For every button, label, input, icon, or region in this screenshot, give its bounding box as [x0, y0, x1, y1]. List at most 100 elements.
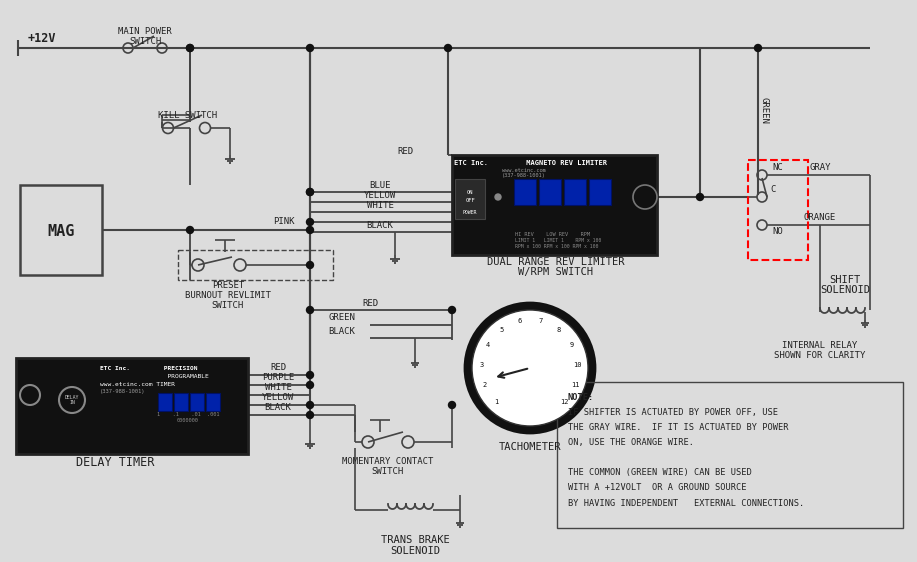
Text: 2: 2	[483, 382, 487, 388]
Text: YELLOW: YELLOW	[262, 393, 294, 402]
Text: BLACK: BLACK	[265, 404, 292, 413]
Text: PURPLE: PURPLE	[262, 374, 294, 383]
Text: RPM x 100 RPM x 100 RPM x 100: RPM x 100 RPM x 100 RPM x 100	[515, 244, 599, 250]
Text: 5: 5	[499, 327, 503, 333]
FancyBboxPatch shape	[190, 392, 204, 410]
FancyBboxPatch shape	[452, 155, 657, 255]
Text: 4: 4	[486, 342, 490, 348]
Text: (337-988-1001): (337-988-1001)	[502, 174, 546, 179]
Circle shape	[306, 44, 314, 52]
FancyBboxPatch shape	[205, 392, 219, 410]
Text: RED: RED	[362, 298, 378, 307]
Text: WITH A +12VOLT  OR A GROUND SOURCE: WITH A +12VOLT OR A GROUND SOURCE	[568, 483, 746, 492]
Text: SWITCH: SWITCH	[129, 37, 161, 46]
Text: HI REV    LOW REV    RPM: HI REV LOW REV RPM	[515, 233, 590, 238]
Text: MAG: MAG	[48, 224, 74, 239]
Circle shape	[697, 193, 703, 201]
Text: ON, USE THE ORANGE WIRE.: ON, USE THE ORANGE WIRE.	[568, 438, 694, 447]
FancyBboxPatch shape	[455, 179, 485, 219]
Text: NO: NO	[772, 228, 783, 237]
Text: TACHOMETER: TACHOMETER	[499, 442, 561, 452]
Text: TRANS BRAKE: TRANS BRAKE	[381, 535, 449, 545]
Text: WHITE: WHITE	[265, 383, 292, 392]
Circle shape	[306, 188, 314, 196]
Circle shape	[472, 310, 588, 426]
Text: YELLOW: YELLOW	[364, 191, 396, 200]
Text: 1    .1    .01  .001: 1 .1 .01 .001	[157, 413, 219, 418]
Circle shape	[445, 44, 451, 52]
Text: BLACK: BLACK	[328, 327, 355, 336]
Circle shape	[306, 261, 314, 269]
Text: W/RPM SWITCH: W/RPM SWITCH	[518, 267, 593, 277]
Text: POWER: POWER	[463, 210, 477, 215]
Circle shape	[465, 303, 595, 433]
Text: DELAY TIMER: DELAY TIMER	[76, 456, 154, 469]
Text: BY HAVING INDEPENDENT   EXTERNAL CONNECTIONS.: BY HAVING INDEPENDENT EXTERNAL CONNECTIO…	[568, 498, 804, 507]
Text: C: C	[770, 185, 776, 194]
FancyBboxPatch shape	[173, 392, 187, 410]
Circle shape	[306, 226, 314, 233]
Circle shape	[186, 226, 193, 233]
Circle shape	[495, 194, 501, 200]
Text: 11: 11	[570, 382, 580, 388]
Text: WHITE: WHITE	[367, 201, 393, 210]
Text: DELAY
IN: DELAY IN	[65, 395, 79, 405]
Text: THE GRAY WIRE.  IF IT IS ACTUATED BY POWER: THE GRAY WIRE. IF IT IS ACTUATED BY POWE…	[568, 424, 789, 433]
Text: DUAL RANGE REV LIMITER: DUAL RANGE REV LIMITER	[487, 257, 624, 267]
Text: SHOWN FOR CLARITY: SHOWN FOR CLARITY	[774, 351, 866, 360]
Text: BLACK: BLACK	[367, 220, 393, 229]
Text: GREEN: GREEN	[759, 97, 768, 124]
Circle shape	[186, 44, 193, 52]
Text: THE COMMON (GREEN WIRE) CAN BE USED: THE COMMON (GREEN WIRE) CAN BE USED	[568, 469, 752, 478]
FancyBboxPatch shape	[539, 179, 561, 205]
Text: 1: 1	[494, 399, 498, 405]
Text: 9: 9	[570, 342, 574, 348]
Text: SOLENOID: SOLENOID	[820, 285, 870, 295]
Text: GRAY: GRAY	[809, 164, 831, 173]
Text: 12: 12	[559, 399, 569, 405]
Text: MOMENTARY CONTACT: MOMENTARY CONTACT	[342, 457, 434, 466]
FancyBboxPatch shape	[564, 179, 586, 205]
Circle shape	[755, 44, 761, 52]
Text: KILL SWITCH: KILL SWITCH	[159, 111, 217, 120]
FancyBboxPatch shape	[16, 358, 248, 454]
Text: SOLENOID: SOLENOID	[390, 546, 440, 556]
Text: 6: 6	[518, 318, 522, 324]
Text: 10: 10	[574, 361, 582, 368]
Text: 0000000: 0000000	[177, 419, 199, 424]
Text: ORANGE: ORANGE	[804, 214, 836, 223]
Text: ETC Inc.         PRECISION: ETC Inc. PRECISION	[100, 366, 197, 371]
Text: PINK: PINK	[273, 217, 295, 226]
Circle shape	[306, 401, 314, 409]
Circle shape	[306, 188, 314, 196]
Text: www.etcinc.com TIMER: www.etcinc.com TIMER	[100, 383, 175, 388]
Text: SWITCH: SWITCH	[212, 301, 244, 310]
Text: MAIN POWER: MAIN POWER	[118, 28, 171, 37]
Circle shape	[448, 306, 456, 314]
Text: LIMIT 1   LIMIT 1    RPM x 100: LIMIT 1 LIMIT 1 RPM x 100	[515, 238, 602, 243]
Text: +12V: +12V	[28, 31, 57, 44]
Text: www.etcinc.com: www.etcinc.com	[502, 167, 546, 173]
Circle shape	[306, 306, 314, 314]
Text: BURNOUT REVLIMIT: BURNOUT REVLIMIT	[185, 291, 271, 300]
Circle shape	[306, 219, 314, 225]
Text: BLUE: BLUE	[370, 180, 391, 189]
Text: 3: 3	[480, 361, 484, 368]
Text: RED: RED	[397, 147, 413, 156]
Text: SHIFT: SHIFT	[829, 275, 861, 285]
FancyBboxPatch shape	[158, 392, 171, 410]
Text: PRESET: PRESET	[212, 280, 244, 289]
Text: ON: ON	[467, 191, 473, 196]
Text: IF SHIFTER IS ACTUATED BY POWER OFF, USE: IF SHIFTER IS ACTUATED BY POWER OFF, USE	[568, 409, 778, 418]
Circle shape	[186, 44, 193, 52]
Text: ETC Inc.         MAGNETO REV LIMITER: ETC Inc. MAGNETO REV LIMITER	[454, 160, 606, 166]
Text: INTERNAL RELAY: INTERNAL RELAY	[782, 341, 857, 350]
FancyBboxPatch shape	[514, 179, 536, 205]
Circle shape	[306, 371, 314, 378]
Text: OFF: OFF	[465, 198, 475, 203]
Text: RED: RED	[270, 364, 286, 373]
Text: NC: NC	[772, 164, 783, 173]
Text: PROGRAMABLE: PROGRAMABLE	[100, 374, 209, 379]
Text: SWITCH: SWITCH	[372, 468, 404, 477]
Text: (337-988-1001): (337-988-1001)	[100, 389, 146, 395]
